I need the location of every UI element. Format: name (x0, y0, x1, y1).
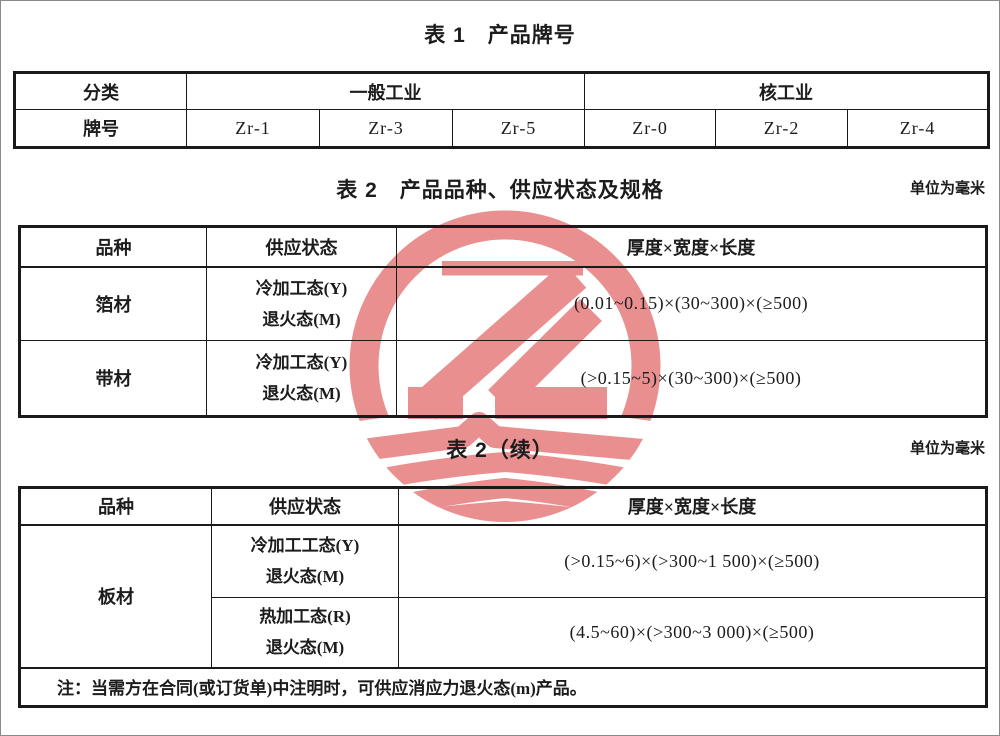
table1-product-grades: 分类 一般工业 核工业 牌号 Zr-1 Zr-3 Zr-5 Zr-0 Zr-2 … (13, 71, 991, 149)
grade-cell: Zr-5 (451, 109, 586, 148)
size-cell: (>0.15~5)×(30~300)×(≥500) (396, 340, 987, 417)
variety-cell: 箔材 (19, 266, 207, 341)
state-line: 退火态(M) (262, 384, 341, 403)
table2-col-size: 厚度×宽度×长度 (396, 226, 987, 268)
table2cont-col-size: 厚度×宽度×长度 (398, 487, 987, 526)
state-line: 冷加工态(Y) (255, 278, 348, 298)
state-line: 退火态(M) (265, 567, 345, 587)
grade-cell: Zr-1 (186, 109, 320, 148)
table1-nuclear-industry-header: 核工业 (584, 72, 990, 110)
state-cell: 冷加工工态(Y) 退火态(M) (211, 524, 399, 598)
table1-title: 表 1 产品牌号 (424, 24, 576, 47)
table2cont-unit-note: 单位为毫米 (909, 440, 985, 457)
table2cont-col-variety: 品种 (19, 487, 212, 526)
grade-cell: Zr-0 (584, 109, 717, 148)
table2-specs: 品种 供应状态 厚度×宽度×长度 箔材 冷加工态(Y) 退火态(M) (0.01… (18, 225, 988, 418)
size-cell: (>0.15~6)×(>300~1 500)×(≥500) (398, 524, 987, 598)
table-footnote: 注：当需方在合同(或订货单)中注明时，可供应消应力退火态(m)产品。 (19, 666, 987, 707)
size-cell: (0.01~0.15)×(30~300)×(≥500) (396, 266, 987, 341)
size-cell: (4.5~60)×(>300~3 000)×(≥500) (398, 597, 987, 668)
table2-title: 表 2 产品品种、供应状态及规格 (336, 179, 664, 202)
table2-unit-note: 单位为毫米 (909, 180, 985, 197)
state-cell: 热加工态(R) 退火态(M) (211, 597, 399, 668)
variety-cell: 带材 (19, 340, 207, 417)
state-cell: 冷加工态(Y) 退火态(M) (206, 340, 397, 417)
state-line: 退火态(M) (262, 309, 341, 329)
table1-general-industry-header: 一般工业 (185, 72, 586, 110)
grade-cell: Zr-3 (319, 109, 453, 148)
state-line: 退火态(M) (265, 638, 345, 658)
state-cell: 冷加工态(Y) 退火态(M) (206, 266, 397, 341)
variety-cell: 板材 (19, 524, 212, 668)
table2-col-state: 供应状态 (206, 226, 397, 268)
table1-classification-label: 分类 (14, 72, 187, 110)
grade-cell: Zr-2 (715, 109, 849, 148)
table2cont-title: 表 2（续） (446, 439, 554, 462)
table2cont-col-state: 供应状态 (211, 487, 399, 526)
state-line: 热加工态(R) (259, 607, 351, 627)
table1-grade-label: 牌号 (14, 109, 187, 148)
grade-cell: Zr-4 (847, 109, 990, 148)
table2-col-variety: 品种 (19, 226, 207, 268)
state-line: 冷加工态(Y) (255, 353, 348, 372)
table2cont-specs: 品种 供应状态 厚度×宽度×长度 板材 冷加工工态(Y) 退火态(M) (>0.… (18, 486, 988, 708)
state-line: 冷加工工态(Y) (250, 536, 360, 556)
